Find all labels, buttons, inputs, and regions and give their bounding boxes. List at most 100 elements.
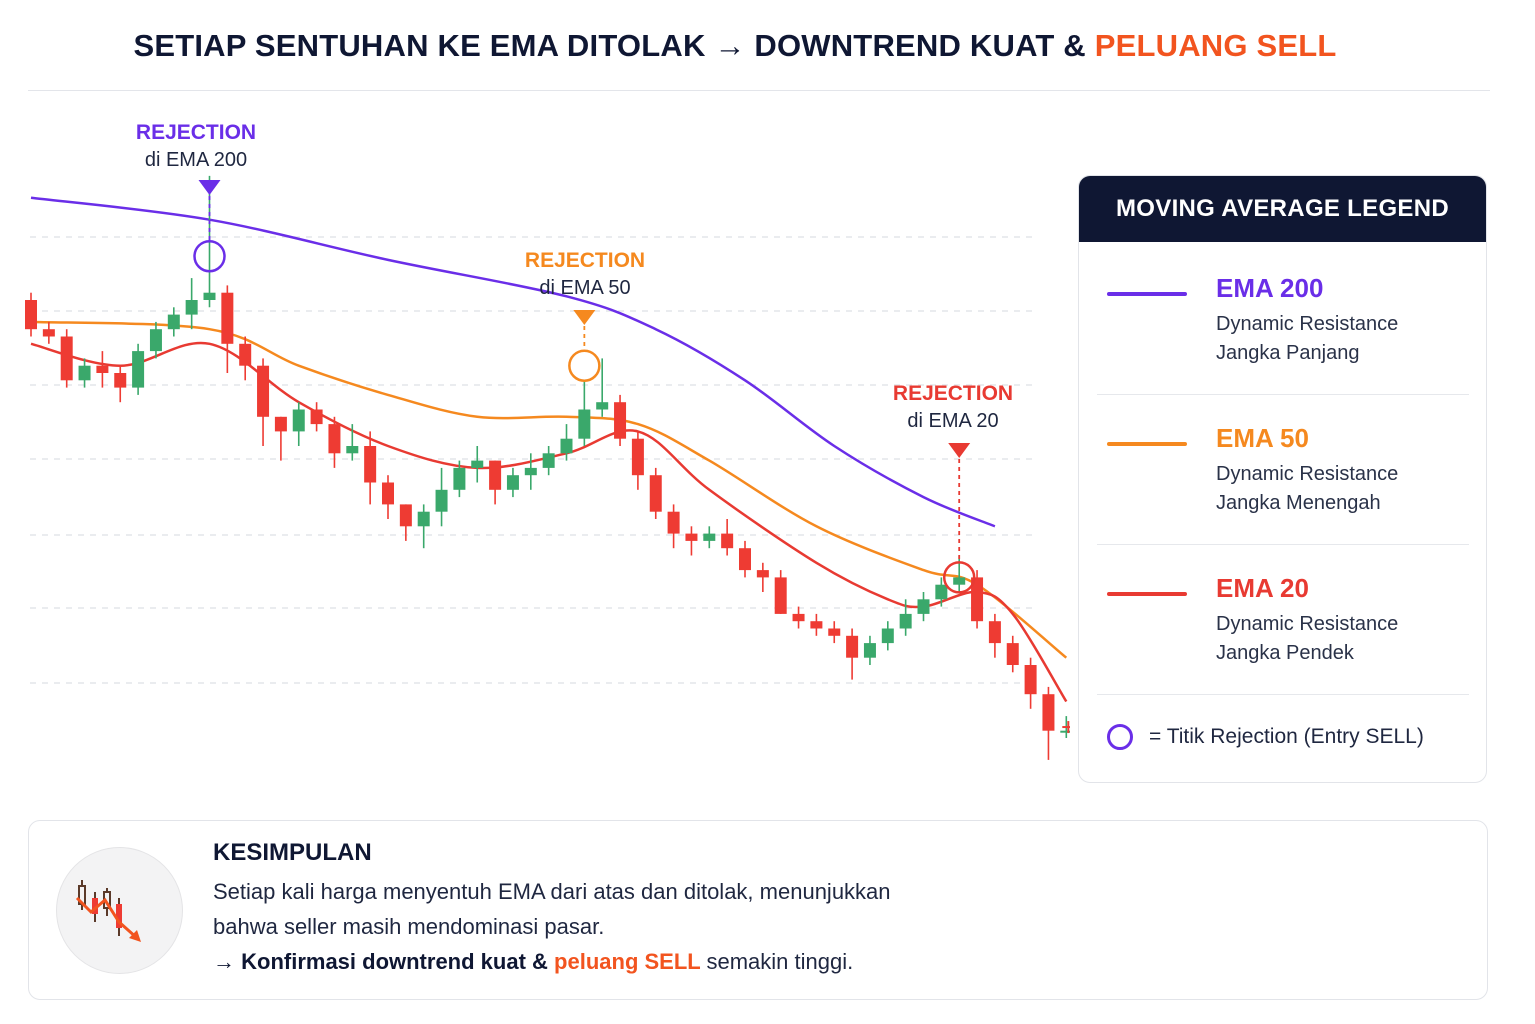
ema200-swatch (1107, 292, 1187, 296)
bearish-candle (828, 628, 841, 636)
bearish-candle (721, 533, 734, 549)
bearish-candle (774, 577, 787, 614)
bullish-candle (935, 584, 948, 600)
annotation-head: REJECTION (135, 121, 257, 144)
annotation-ema20: REJECTION di EMA 20 (843, 381, 1063, 435)
bearish-candle (631, 438, 644, 476)
bearish-candle (25, 300, 37, 330)
conclusion-line-3-suffix: semakin tinggi. (706, 949, 854, 974)
bearish-candle (846, 635, 859, 658)
grid-lines (30, 236, 1035, 684)
rejection-markers (193, 180, 1070, 734)
bearish-candle (1042, 694, 1055, 731)
legend-desc-line1: Dynamic Resistance (1216, 463, 1399, 485)
legend-desc-line1: Dynamic Resistance (1216, 613, 1399, 635)
legend-rejection-note: = Titik Rejection (Entry SELL) (1107, 724, 1424, 750)
bullish-candle (292, 409, 305, 432)
bullish-candle (167, 314, 180, 330)
bearish-candle (1006, 643, 1019, 665)
legend-item-ema20: EMA 20 Dynamic Resistance Jangka Pendek (1079, 560, 1486, 700)
bearish-candle (310, 409, 323, 425)
ema20-swatch (1107, 592, 1187, 596)
bearish-candle (399, 504, 412, 527)
bullish-candle (132, 351, 145, 388)
annotation-head: REJECTION (892, 382, 1014, 405)
bullish-candle (1060, 730, 1070, 733)
conclusion-box: KESIMPULAN Setiap kali harga menyentuh E… (28, 820, 1488, 1000)
title-accent: PELUANG SELL (1094, 28, 1337, 63)
legend-name: EMA 200 (1216, 273, 1324, 303)
legend-desc: Dynamic Resistance Jangka Panjang (1216, 310, 1476, 368)
annotation-sub: di EMA 50 (539, 277, 631, 299)
conclusion-line-3: → Konfirmasi downtrend kuat & peluang SE… (213, 949, 853, 975)
ema50-swatch (1107, 442, 1187, 446)
legend-title: MOVING AVERAGE LEGEND (1079, 176, 1486, 242)
rejection-arrow-icon (948, 443, 971, 458)
legend-item-ema50: EMA 50 Dynamic Resistance Jangka Menenga… (1079, 410, 1486, 550)
legend-desc: Dynamic Resistance Jangka Menengah (1216, 460, 1476, 518)
bearish-candle (489, 460, 502, 490)
bearish-candle (739, 548, 751, 571)
legend-desc: Dynamic Resistance Jangka Pendek (1216, 610, 1476, 668)
bullish-candle (578, 409, 591, 439)
bullish-candle (863, 643, 876, 658)
bullish-candle (953, 577, 966, 585)
bearish-candle (239, 343, 252, 366)
bearish-candle (649, 475, 662, 512)
bullish-candle (899, 613, 912, 629)
bearish-candle (42, 329, 55, 337)
bearish-candle (382, 482, 394, 505)
annotation-head: REJECTION (524, 249, 646, 272)
conclusion-line-3-accent: peluang SELL (554, 949, 701, 974)
bullish-candle (471, 460, 484, 468)
rejection-circle (942, 561, 976, 594)
rejection-circle-icon (1107, 724, 1133, 750)
rejection-circle (568, 349, 601, 382)
bullish-candle (453, 467, 466, 490)
rejection-circle (193, 239, 226, 273)
bearish-candle (60, 336, 73, 381)
legend-desc-line2: Jangka Menengah (1216, 492, 1381, 514)
bearish-candle (756, 570, 769, 578)
conclusion-line-3-prefix: → Konfirmasi downtrend kuat & (213, 949, 548, 974)
annotation-ema50: REJECTION di EMA 50 (475, 248, 695, 302)
legend-desc-line1: Dynamic Resistance (1216, 313, 1399, 335)
bullish-candle (881, 628, 894, 644)
ma-legend: MOVING AVERAGE LEGEND EMA 200 Dynamic Re… (1078, 175, 1487, 783)
bearish-candle (328, 424, 341, 454)
bearish-candle (685, 533, 698, 541)
legend-divider (1097, 694, 1469, 695)
page-title: SETIAP SENTUHAN KE EMA DITOLAK → DOWNTRE… (0, 28, 1470, 64)
bullish-candle (506, 475, 519, 490)
ema50-line (30, 320, 1068, 659)
rejection-arrow-icon (573, 310, 596, 325)
legend-divider (1097, 544, 1469, 545)
bullish-candle (542, 453, 555, 468)
bullish-candle (596, 402, 609, 410)
legend-desc-line2: Jangka Pendek (1216, 642, 1354, 664)
bullish-candle (524, 467, 537, 476)
legend-divider (1097, 394, 1469, 395)
bearish-candle (988, 621, 1001, 644)
bearish-candle (96, 365, 109, 373)
legend-name: EMA 20 (1216, 573, 1309, 603)
title-main: SETIAP SENTUHAN KE EMA DITOLAK → DOWNTRE… (133, 28, 1086, 63)
legend-item-ema200: EMA 200 Dynamic Resistance Jangka Panjan… (1079, 260, 1486, 400)
bullish-candle (185, 300, 198, 315)
bullish-candle (203, 292, 216, 300)
bullish-candle (560, 438, 573, 454)
bearish-candle (257, 365, 270, 417)
bearish-candle (614, 402, 627, 439)
bullish-candle (435, 489, 448, 512)
bullish-candle (917, 599, 930, 614)
bearish-candle (274, 416, 287, 432)
conclusion-line-1: Setiap kali harga menyentuh EMA dari ata… (213, 879, 891, 904)
legend-desc-line2: Jangka Panjang (1216, 342, 1360, 364)
bullish-candle (346, 446, 359, 454)
annotation-sub: di EMA 200 (144, 149, 248, 171)
bearish-candle (1024, 665, 1037, 695)
bullish-candle (149, 329, 162, 352)
bullish-candle (417, 511, 430, 527)
bearish-candle (810, 621, 823, 629)
bearish-candle (792, 613, 805, 622)
